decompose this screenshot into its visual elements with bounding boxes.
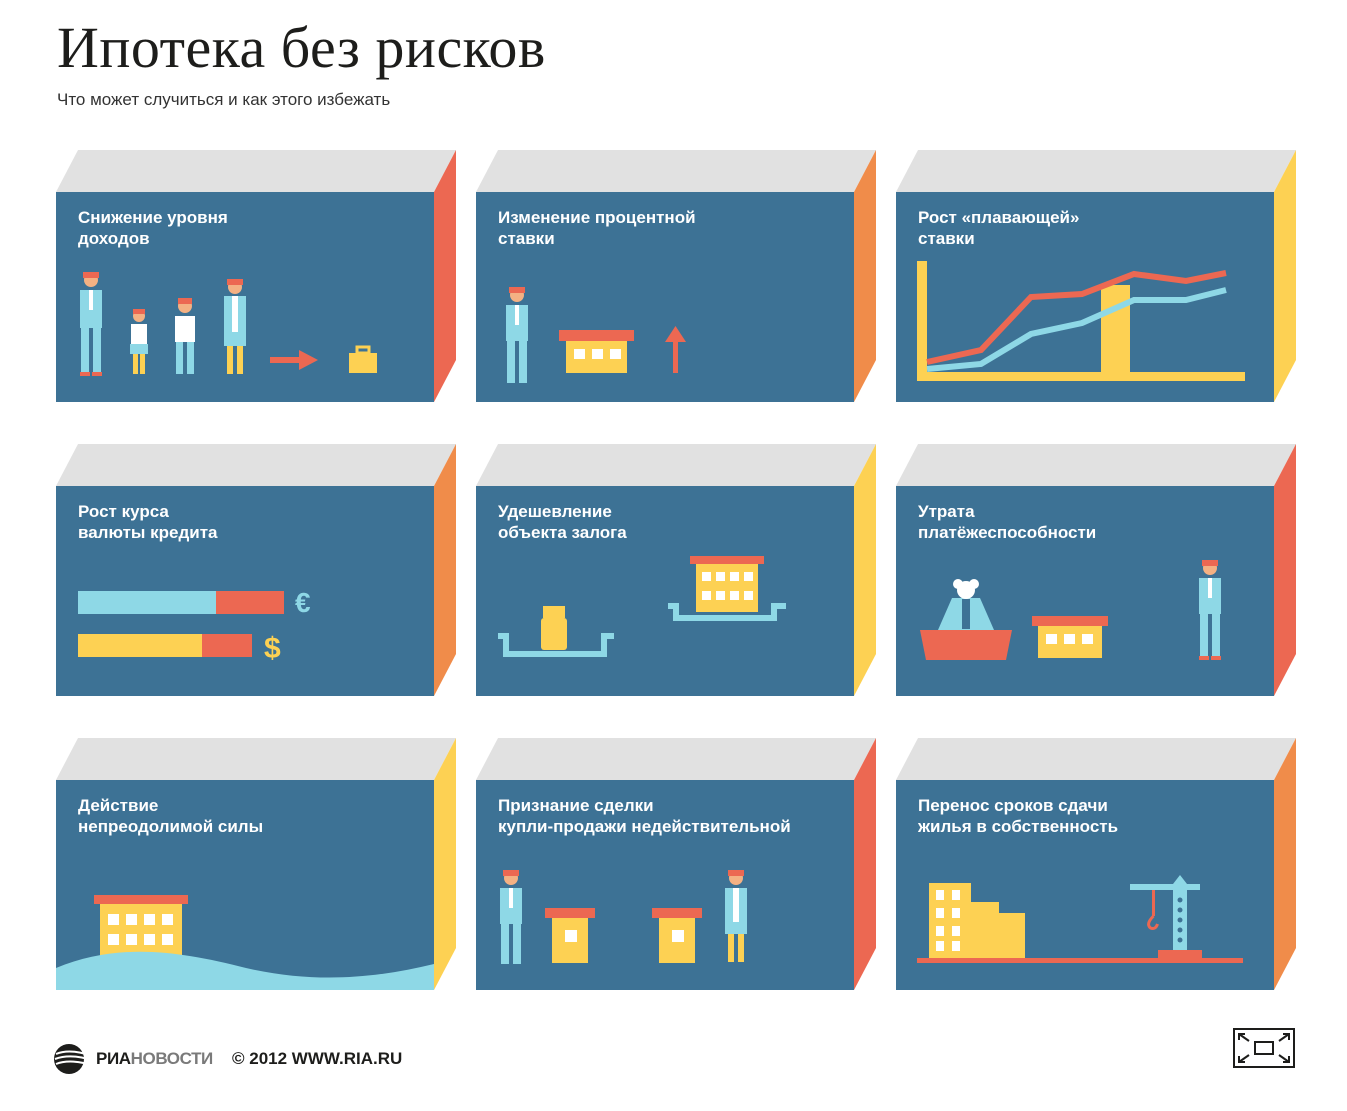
fullscreen-icon[interactable] bbox=[1233, 1028, 1295, 1068]
card-label: Рост «плавающей» ставки bbox=[918, 208, 1080, 248]
card-interest-rate-change[interactable]: Изменение процентной ставки bbox=[476, 150, 876, 402]
card-income-decrease[interactable]: Снижение уровня доходов bbox=[56, 150, 456, 402]
rate-change-icon bbox=[506, 287, 686, 383]
construction-icon bbox=[917, 875, 1243, 963]
ria-globe-logo bbox=[54, 1044, 95, 1074]
scales-icon bbox=[498, 556, 786, 657]
court-icon bbox=[920, 560, 1221, 660]
card-box bbox=[56, 738, 456, 990]
flood-icon bbox=[56, 895, 434, 990]
card-insolvency[interactable]: Утрата платёжеспособности bbox=[896, 444, 1296, 696]
card-box bbox=[896, 150, 1296, 402]
card-label: Перенос сроков сдачи жилья в собственнос… bbox=[918, 796, 1119, 836]
card-label: Рост курса валюты кредита bbox=[78, 502, 218, 542]
currency-bars-icon: € $ bbox=[78, 587, 311, 665]
dollar-sign: $ bbox=[264, 632, 281, 665]
page-subtitle: Что может случиться и как этого избежать bbox=[57, 90, 391, 109]
rate-chart-icon bbox=[917, 261, 1245, 381]
card-label: Утрата платёжеспособности bbox=[918, 502, 1097, 542]
card-deal-invalidation[interactable]: Признание сделки купли-продажи недействи… bbox=[476, 738, 876, 990]
deal-icon bbox=[500, 870, 747, 964]
card-delivery-delay[interactable]: Перенос сроков сдачи жилья в собственнос… bbox=[896, 738, 1296, 990]
card-label: Признание сделки купли-продажи недействи… bbox=[498, 796, 791, 836]
brand-novosti: НОВОСТИ bbox=[130, 1049, 214, 1068]
card-label: Изменение процентной ставки bbox=[498, 208, 696, 248]
card-label: Удешевление объекта залога bbox=[498, 502, 627, 542]
brand-name: РИАНОВОСТИ bbox=[96, 1049, 213, 1069]
page-title: Ипотека без рисков bbox=[57, 15, 546, 80]
card-collateral-depreciation[interactable]: Удешевление объекта залога bbox=[476, 444, 876, 696]
card-box bbox=[476, 150, 876, 402]
card-box bbox=[476, 444, 876, 696]
brand-ria: РИА bbox=[96, 1049, 131, 1068]
card-floating-rate-growth[interactable]: Рост «плавающей» ставки bbox=[896, 150, 1296, 402]
euro-sign: € bbox=[295, 587, 311, 618]
card-label: Снижение уровня доходов bbox=[78, 208, 228, 248]
card-currency-growth[interactable]: Рост курса валюты кредита € $ bbox=[56, 444, 456, 696]
copyright: © 2012 WWW.RIA.RU bbox=[232, 1049, 403, 1068]
family-income-icon bbox=[80, 272, 377, 376]
card-label: Действие непреодолимой силы bbox=[78, 796, 264, 836]
card-force-majeure[interactable]: Действие непреодолимой силы bbox=[56, 738, 456, 990]
